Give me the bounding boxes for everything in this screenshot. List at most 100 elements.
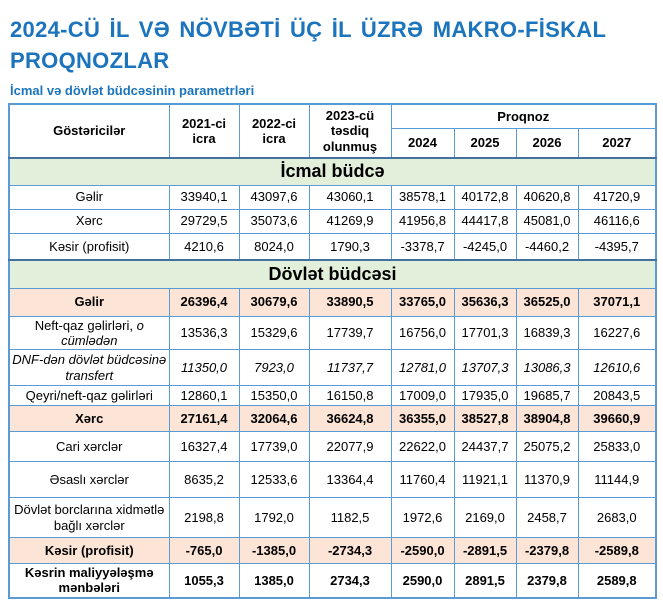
row-label-part: Dövlət borclarına xidmətlə bağlı xərclər [14,502,165,533]
row-label-part: Cari xərclər [56,438,123,454]
table-row: Dövlət borclarına xidmətlə bağlı xərclər… [8,497,657,539]
value-cell: 41720,9 [577,184,657,210]
value-cell: 2589,8 [577,563,657,599]
value-cell: 44417,8 [453,208,517,234]
value-cell: 2169,0 [453,497,517,539]
value-cell: 2683,0 [577,497,657,539]
value-cell: 17701,3 [453,315,517,351]
value-cell: 22077,9 [308,431,392,463]
row-label-part: Kəsrin maliyyələşmə mənbələri [24,565,154,596]
value-cell: -3378,7 [390,232,455,261]
value-cell: 16756,0 [390,315,455,351]
row-label: Kəsrin maliyyələşmə mənbələri [8,563,170,599]
row-label-italic-part: o cümlədən [61,317,144,348]
row-label-part: Kəsir (profisit) [44,542,134,558]
row-label: Dövlət borclarına xidmətlə bağlı xərclər [8,497,170,539]
row-label: Cari xərclər [8,431,170,463]
row-label-part: Gəlir [74,294,105,310]
header-year-2024: 2024 [390,127,455,159]
value-cell: 11350,0 [168,349,240,387]
value-cell: 24437,7 [453,431,517,463]
row-label-part: Əsaslı xərclər [49,471,129,487]
value-cell: 38527,8 [453,405,517,433]
value-cell: 16150,8 [308,385,392,407]
value-cell: 33765,0 [390,287,455,317]
value-cell: 1972,6 [390,497,455,539]
value-cell: 39660,9 [577,405,657,433]
value-cell: 35073,6 [238,208,310,234]
table-row: Cari xərclər 16327,4 17739,0 22077,9 22622,0… [8,431,657,463]
row-label: Neft-qaz gəlirləri, o cümlədən [8,315,170,351]
row-label: Xərc [8,208,170,234]
report-page: 2024-CÜ İL VƏ NÖVBƏTİ ÜÇ İL ÜZRƏ MAKRO-F… [0,14,663,609]
value-cell: 12860,1 [168,385,240,407]
row-label: Kəsir (profisit) [8,232,170,261]
value-cell: 11921,1 [453,461,517,499]
value-cell: 13086,3 [515,349,579,387]
value-cell: 17009,0 [390,385,455,407]
value-cell: 12533,6 [238,461,310,499]
value-cell: 8635,2 [168,461,240,499]
value-cell: 22622,0 [390,431,455,463]
value-cell: 38904,8 [515,405,579,433]
table-row: Gəlir 33940,1 43097,6 43060,1 38578,1 40172,8… [8,184,657,210]
value-cell: 36624,8 [308,405,392,433]
value-cell: -2589,8 [577,537,657,565]
row-label-part: Xərc [75,213,103,229]
row-label: Kəsir (profisit) [8,537,170,565]
value-cell: 38578,1 [390,184,455,210]
value-cell: 16327,4 [168,431,240,463]
row-label: DNF-dən dövlət büdcəsinə transfert [8,349,170,387]
row-label: Gəlir [8,184,170,210]
section-row: İcmal büdcə [8,157,657,186]
value-cell: -2891,5 [453,537,517,565]
header-2022-execution: 2022-ci icra [238,103,310,159]
value-cell: 27161,4 [168,405,240,433]
page-subtitle: İcmal və dövlət büdcəsinin parametrləri [10,83,255,98]
value-cell: 36525,0 [515,287,579,317]
value-cell: -1385,0 [238,537,310,565]
value-cell: 12610,6 [577,349,657,387]
table-row: Kəsrin maliyyələşmə mənbələri 1055,3 1385,… [8,563,657,599]
value-cell: 25833,0 [577,431,657,463]
value-cell: 2379,8 [515,563,579,599]
table-row: Kəsir (profisit) -765,0 -1385,0 -2734,3 -259… [8,537,657,565]
value-cell: 46116,6 [577,208,657,234]
value-cell: 1055,3 [168,563,240,599]
header-indicators: Göstəricilər [8,103,170,159]
value-cell: 35636,3 [453,287,517,317]
value-cell: 2891,5 [453,563,517,599]
value-cell: -4245,0 [453,232,517,261]
row-label-part: Qeyri/neft-qaz gəlirləri [25,387,153,403]
value-cell: 40172,8 [453,184,517,210]
row-label: Gəlir [8,287,170,317]
page-title: 2024-CÜ İL VƏ NÖVBƏTİ ÜÇ İL ÜZRƏ MAKRO-F… [10,17,606,73]
value-cell: 36355,0 [390,405,455,433]
table-row: Neft-qaz gəlirləri, o cümlədən 13536,3 153… [8,315,657,351]
value-cell: 20843,5 [577,385,657,407]
value-cell: 43097,6 [238,184,310,210]
value-cell: 16227,6 [577,315,657,351]
row-label-part: Gəlir [75,189,103,205]
value-cell: 29729,5 [168,208,240,234]
value-cell: 16839,3 [515,315,579,351]
budget-table: Göstəricilər 2021-ci icra 2022-ci icra 2… [8,103,657,599]
header-2021-execution: 2021-ci icra [168,103,240,159]
value-cell: 17739,0 [238,431,310,463]
value-cell: -765,0 [168,537,240,565]
value-cell: 7923,0 [238,349,310,387]
value-cell: -4395,7 [577,232,657,261]
value-cell: 41956,8 [390,208,455,234]
value-cell: 33890,5 [308,287,392,317]
value-cell: 11370,9 [515,461,579,499]
value-cell: 2458,7 [515,497,579,539]
value-cell: 11760,4 [390,461,455,499]
header-year-2027: 2027 [577,127,657,159]
value-cell: 1385,0 [238,563,310,599]
value-cell: 19685,7 [515,385,579,407]
value-cell: 17739,7 [308,315,392,351]
row-label: Əsaslı xərclər [8,461,170,499]
value-cell: 33940,1 [168,184,240,210]
table-row: Qeyri/neft-qaz gəlirləri 12860,1 15350,0 16… [8,385,657,407]
row-label-part: Xərc [75,410,104,426]
